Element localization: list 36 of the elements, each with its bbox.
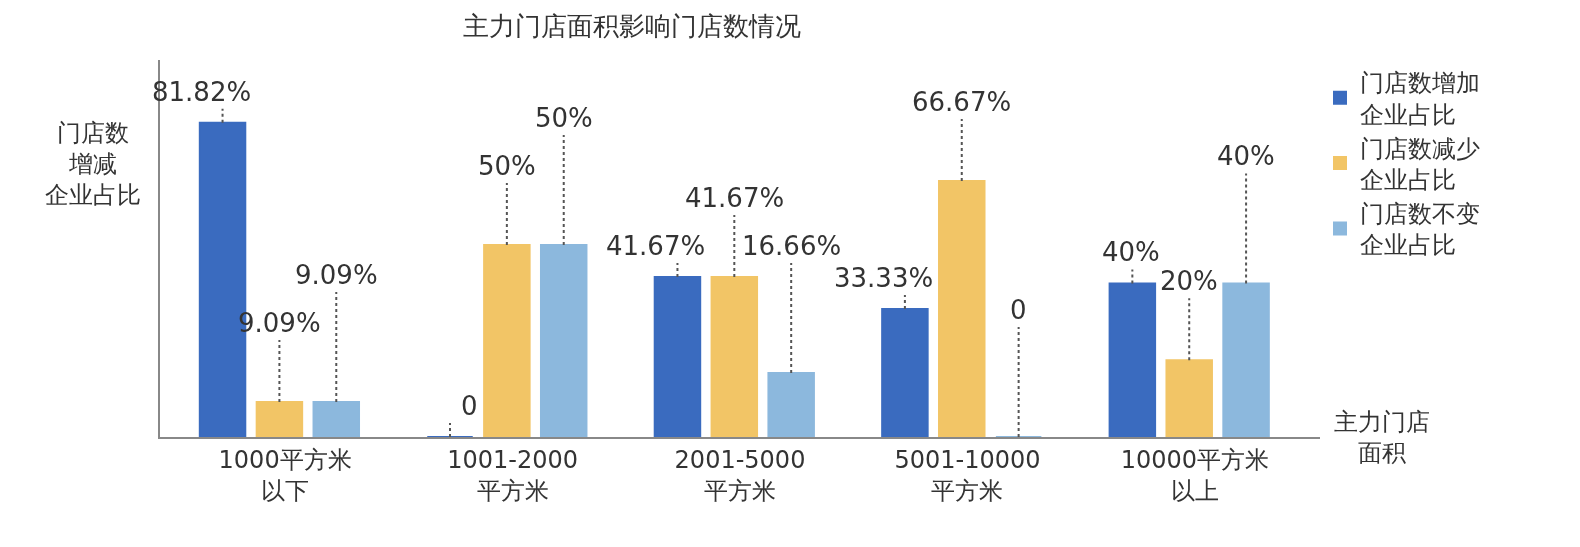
chart-title: 主力门店面积影响门店数情况	[463, 10, 801, 41]
data-label: 0	[1010, 295, 1027, 325]
bar	[938, 180, 986, 437]
bar	[483, 244, 531, 437]
bar	[767, 372, 815, 437]
x-axis-title: 主力门店面积	[1334, 408, 1430, 468]
y-axis-title: 门店数增减企业占比	[45, 119, 141, 210]
bar	[1108, 282, 1157, 437]
bar	[1165, 359, 1213, 437]
bar	[710, 276, 759, 437]
data-label: 41.67%	[685, 183, 785, 213]
bar	[1222, 282, 1270, 437]
bar	[881, 308, 929, 437]
data-label: 41.67%	[606, 231, 706, 261]
legend-label: 门店数减少企业占比	[1360, 134, 1480, 195]
x-tick-label: 5001-10000平方米	[894, 445, 1041, 505]
bar	[312, 401, 361, 437]
x-tick-label: 1000平方米以下	[218, 445, 352, 505]
x-tick-label: 2001-5000平方米	[674, 445, 806, 505]
x-tick-label: 10000平方米以上	[1120, 445, 1270, 505]
data-label: 9.09%	[295, 260, 378, 290]
data-label: 40%	[1217, 141, 1275, 171]
data-label: 16.66%	[742, 231, 842, 261]
bar	[255, 401, 304, 437]
data-label: 50%	[535, 103, 593, 133]
data-label: 50%	[478, 151, 536, 181]
legend-label: 门店数增加企业占比	[1360, 69, 1480, 129]
data-label: 66.67%	[912, 87, 1012, 117]
data-label: 0	[461, 391, 478, 421]
data-label: 40%	[1102, 237, 1160, 267]
bar	[539, 244, 588, 437]
legend-label: 门店数不变企业占比	[1360, 200, 1480, 260]
x-tick-label: 1001-2000平方米	[447, 445, 578, 505]
data-label: 33.33%	[834, 263, 934, 293]
data-label: 20%	[1160, 266, 1218, 296]
bar	[653, 276, 702, 437]
